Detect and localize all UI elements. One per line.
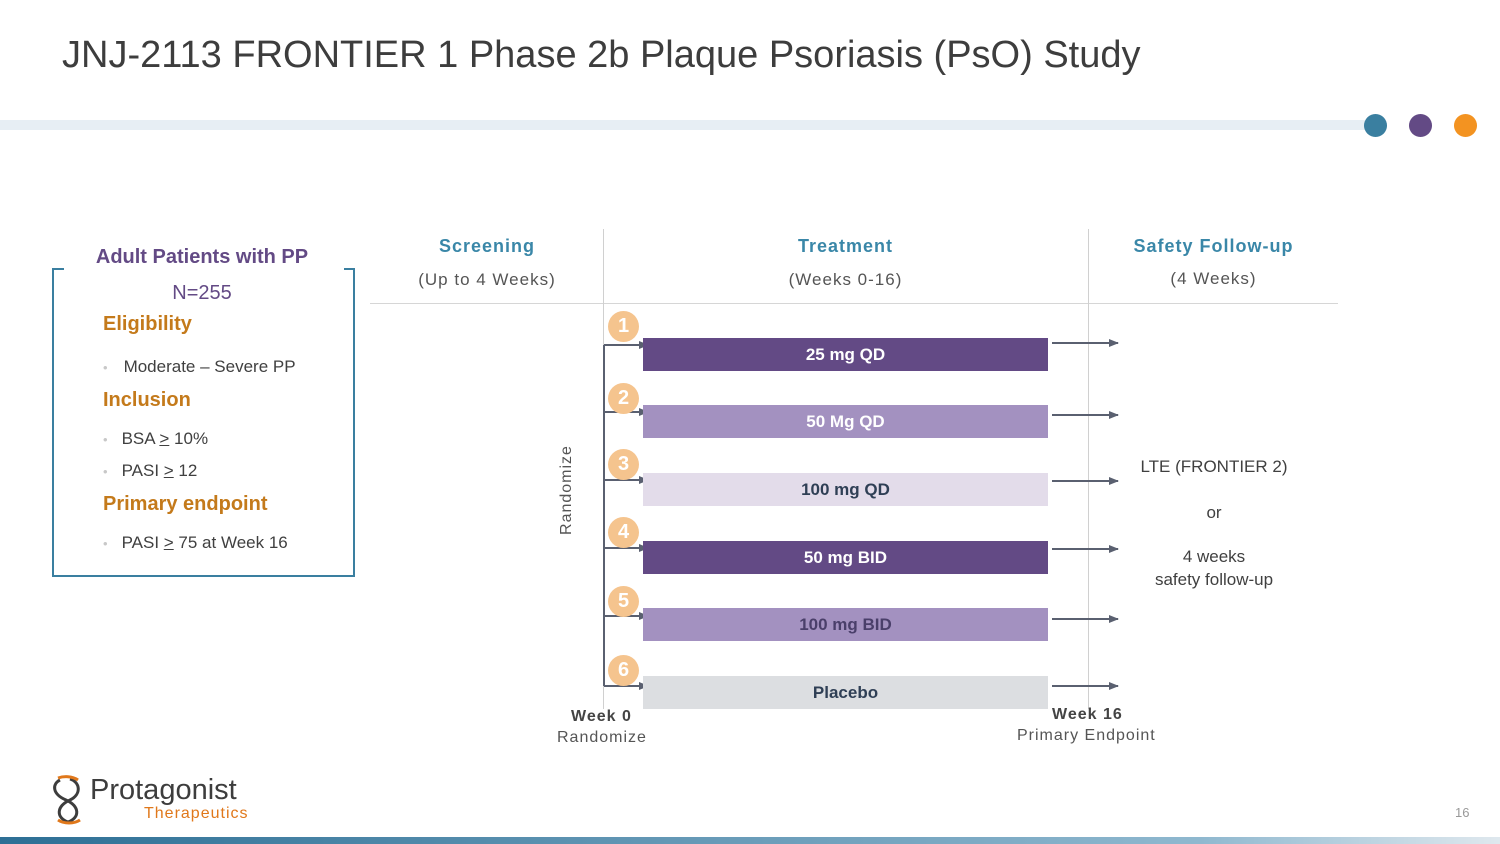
list-item: • PASI > 75 at Week 16 [103, 533, 288, 552]
arm-bar-3: 100 mg QD [643, 473, 1048, 506]
phase-followup-title: Safety Follow-up [1133, 236, 1294, 256]
phase-treatment-title: Treatment [797, 236, 894, 256]
week0-label: Week 0 [571, 708, 632, 725]
arm-bar-4: 50 mg BID [643, 541, 1048, 574]
phase-screening-title: Screening [438, 236, 536, 256]
decorative-dot-purple [1409, 114, 1432, 137]
arm-number-badge: 5 [608, 586, 639, 617]
patients-count: N=255 [172, 282, 232, 304]
week0-sub: Randomize [557, 729, 647, 746]
decorative-dot-orange [1454, 114, 1477, 137]
arm-bar-5: 100 mg BID [643, 608, 1048, 641]
arm-number-badge: 1 [608, 311, 639, 342]
footer-bar [0, 837, 1500, 844]
arm-bar-6: Placebo [643, 676, 1048, 709]
decorative-dot-blue [1364, 114, 1387, 137]
phase-treatment-sub: (Weeks 0-16) [788, 270, 903, 289]
page-number: 16 [1455, 805, 1470, 820]
arm-number-badge: 4 [608, 517, 639, 548]
eligibility-heading: Eligibility [103, 313, 192, 335]
arm-number-badge: 3 [608, 449, 639, 480]
logo-subtitle: Therapeutics [144, 805, 249, 822]
arm-bar-2: 50 Mg QD [643, 405, 1048, 438]
protagonist-logo-icon [53, 775, 81, 825]
followup-lte: LTE (FRONTIER 2) [1140, 457, 1288, 476]
patients-title: Adult Patients with PP [95, 246, 309, 268]
phase-followup-sub: (4 Weeks) [1170, 269, 1257, 288]
followup-safety: safety follow-up [1154, 570, 1274, 589]
list-item: • BSA > 10% [103, 429, 209, 448]
week16-sub: Primary Endpoint [1017, 727, 1156, 744]
inclusion-heading: Inclusion [103, 389, 191, 411]
followup-weeks: 4 weeks [1182, 547, 1246, 566]
arm-number-badge: 6 [608, 655, 639, 686]
list-item: • PASI > 12 [103, 461, 198, 480]
page-title: JNJ-2113 FRONTIER 1 Phase 2b Plaque Psor… [62, 34, 1141, 76]
followup-or: or [1206, 503, 1222, 522]
arm-bar-1: 25 mg QD [643, 338, 1048, 371]
title-divider [0, 120, 1365, 130]
header-divider [370, 303, 1338, 304]
logo-name: Protagonist [90, 774, 237, 806]
week16-divider [1088, 229, 1089, 709]
list-item: • Moderate – Severe PP [103, 357, 296, 376]
week16-label: Week 16 [1052, 706, 1123, 723]
phase-screening-sub: (Up to 4 Weeks) [418, 270, 556, 289]
endpoint-heading: Primary endpoint [103, 493, 268, 515]
arm-number-badge: 2 [608, 383, 639, 414]
